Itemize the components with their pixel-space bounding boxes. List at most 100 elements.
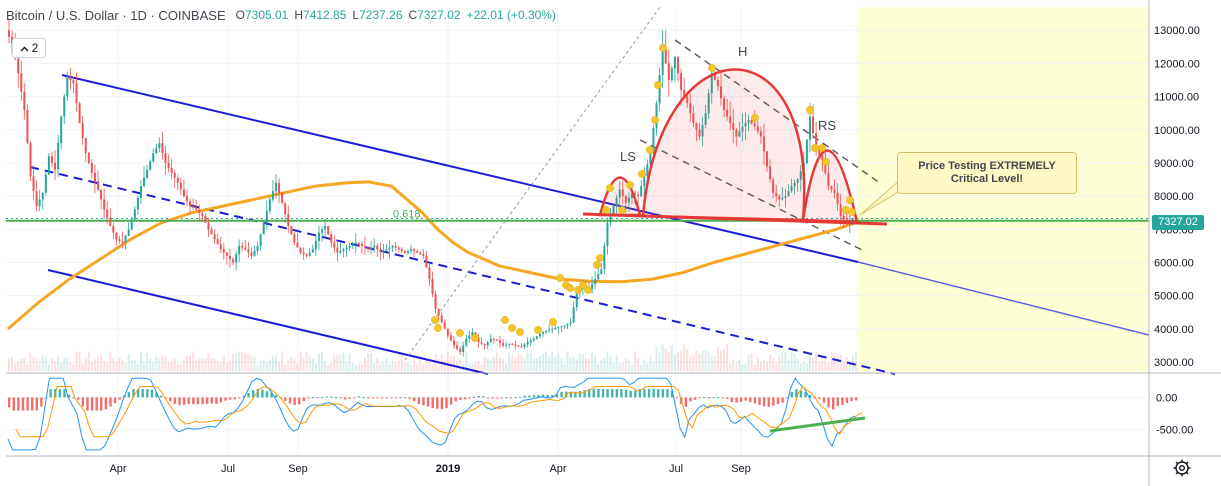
indicator-tick-label: -500.00 bbox=[1156, 424, 1193, 436]
volume-bar bbox=[649, 355, 652, 371]
macd-histogram-bar bbox=[785, 397, 789, 399]
macd-histogram-bar bbox=[491, 397, 494, 399]
candle-body bbox=[103, 199, 106, 210]
volume-bar bbox=[719, 350, 722, 371]
volume-bar bbox=[54, 361, 57, 371]
macd-histogram-bar bbox=[753, 397, 757, 404]
candle-body bbox=[287, 214, 290, 226]
candle-body bbox=[256, 245, 259, 251]
macd-histogram-bar bbox=[647, 389, 651, 398]
volume-bar bbox=[753, 364, 756, 371]
macd-histogram-bar bbox=[767, 397, 770, 407]
volume-bar bbox=[695, 350, 698, 371]
volume-bar bbox=[146, 352, 149, 371]
volume-bar bbox=[170, 361, 173, 371]
candle-body bbox=[566, 323, 569, 326]
macd-histogram-bar bbox=[624, 389, 628, 398]
volume-bar bbox=[781, 352, 784, 371]
volume-bar bbox=[511, 355, 514, 371]
callout-line-2: Critical Level! bbox=[950, 173, 1024, 185]
volume-bar bbox=[655, 346, 658, 371]
candle-body bbox=[136, 197, 139, 210]
candle-body bbox=[839, 204, 842, 217]
macd-histogram-bar bbox=[500, 397, 503, 399]
volume-bar bbox=[41, 354, 44, 371]
volume-bar bbox=[164, 355, 167, 371]
candle-body bbox=[505, 344, 508, 346]
candle-body bbox=[664, 46, 667, 64]
volume-bar bbox=[139, 352, 142, 371]
macd-histogram-bar bbox=[394, 397, 398, 399]
macd-histogram-bar bbox=[578, 391, 582, 398]
candle-body bbox=[63, 96, 66, 117]
candle-body bbox=[548, 329, 551, 331]
macd-indicator-pane[interactable] bbox=[6, 377, 1149, 451]
macd-histogram-bar bbox=[541, 394, 545, 398]
macd-histogram-bar bbox=[233, 397, 236, 400]
candle-body bbox=[683, 89, 686, 97]
time-axis[interactable]: Apr Jul Sep 2019 Apr Jul Sep bbox=[109, 463, 750, 475]
candle-body bbox=[416, 250, 419, 253]
volume-bar bbox=[388, 364, 391, 371]
candle-body bbox=[66, 76, 69, 97]
macd-histogram-bar bbox=[224, 397, 227, 401]
volume-bar bbox=[833, 356, 836, 371]
price-axis[interactable]: 13000.00 12000.00 11000.00 10000.00 9000.00 8… bbox=[1154, 25, 1200, 369]
signal-marker bbox=[602, 206, 610, 214]
volume-bar bbox=[155, 356, 158, 371]
candle-body bbox=[766, 151, 769, 167]
macd-histogram-bar bbox=[63, 389, 66, 398]
volume-bar bbox=[735, 361, 738, 371]
price-tick-label: 9000.00 bbox=[1154, 158, 1194, 170]
candle-body bbox=[698, 129, 701, 137]
macd-histogram-bar bbox=[399, 397, 402, 399]
candle-body bbox=[710, 73, 713, 94]
candle-body bbox=[677, 56, 680, 74]
candle-body bbox=[54, 162, 57, 170]
volume-bar bbox=[238, 351, 241, 371]
candle-body bbox=[649, 153, 652, 165]
volume-bar bbox=[379, 364, 382, 371]
volume-bar bbox=[627, 360, 630, 371]
candle-body bbox=[29, 143, 32, 177]
volume-bar bbox=[422, 363, 425, 371]
macd-histogram-bar bbox=[845, 397, 849, 403]
candle-body bbox=[118, 239, 121, 241]
volume-bar bbox=[766, 361, 769, 371]
macd-histogram-bar bbox=[58, 389, 62, 398]
chart-settings-button[interactable] bbox=[1172, 458, 1192, 478]
macd-histogram-bar bbox=[155, 392, 158, 398]
volume-bar bbox=[704, 349, 707, 371]
macd-histogram-bar bbox=[712, 397, 715, 399]
volume-bar bbox=[443, 360, 446, 371]
volume-bar bbox=[545, 352, 548, 371]
volume-bar bbox=[342, 352, 345, 371]
ohlc-high: H7412.85 bbox=[294, 8, 347, 22]
callout-line-1: Price Testing EXTREMELY bbox=[918, 160, 1056, 172]
volume-bar bbox=[182, 359, 185, 371]
candle-body bbox=[508, 343, 511, 345]
signal-marker bbox=[534, 326, 542, 334]
candle-body bbox=[317, 232, 320, 241]
candle-body bbox=[339, 250, 342, 253]
time-tick-label: Apr bbox=[549, 463, 566, 475]
macd-histogram-bar bbox=[31, 397, 34, 411]
volume-bar bbox=[133, 360, 136, 371]
volume-bar bbox=[17, 361, 20, 371]
candle-body bbox=[130, 219, 133, 230]
candle-body bbox=[634, 192, 637, 195]
indicators-toggle-button[interactable]: 2 bbox=[12, 38, 46, 58]
volume-bar bbox=[81, 363, 84, 371]
volume-bar bbox=[541, 353, 544, 371]
candle-body bbox=[176, 177, 179, 183]
candle-body bbox=[179, 182, 182, 190]
candle-body bbox=[609, 214, 612, 223]
macd-histogram-bar bbox=[334, 397, 338, 399]
volume-bar bbox=[47, 363, 50, 371]
volume-bar bbox=[11, 357, 14, 371]
symbol-title[interactable]: Bitcoin / U.S. Dollar · 1D · COINBASE bbox=[6, 7, 226, 23]
macd-histogram-bar bbox=[12, 397, 16, 411]
candle-body bbox=[155, 148, 158, 153]
candle-body bbox=[244, 247, 247, 250]
